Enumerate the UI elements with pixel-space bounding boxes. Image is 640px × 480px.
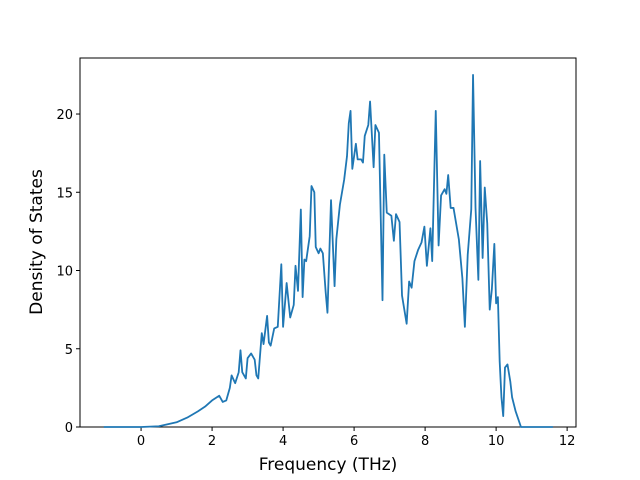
- x-tick-label: 8: [421, 434, 429, 449]
- line: [103, 74, 553, 428]
- x-tick-label: 6: [350, 434, 358, 449]
- y-tick-label: 5: [65, 343, 73, 358]
- y-tick-label: 15: [56, 186, 73, 201]
- x-tick-label: 10: [488, 434, 505, 449]
- y-tick-label: 0: [65, 421, 73, 436]
- x-tick-label: 0: [137, 434, 145, 449]
- y-tick-label: 10: [56, 265, 73, 280]
- y-axis-label: Density of States: [27, 169, 47, 315]
- x-tick-label: 12: [559, 434, 576, 449]
- x-axis-label: Frequency (THz): [259, 455, 398, 475]
- axes-frame: [79, 57, 577, 428]
- y-tick-label: 20: [56, 108, 73, 123]
- x-tick-label: 4: [279, 434, 287, 449]
- x-tick-label: 2: [208, 434, 216, 449]
